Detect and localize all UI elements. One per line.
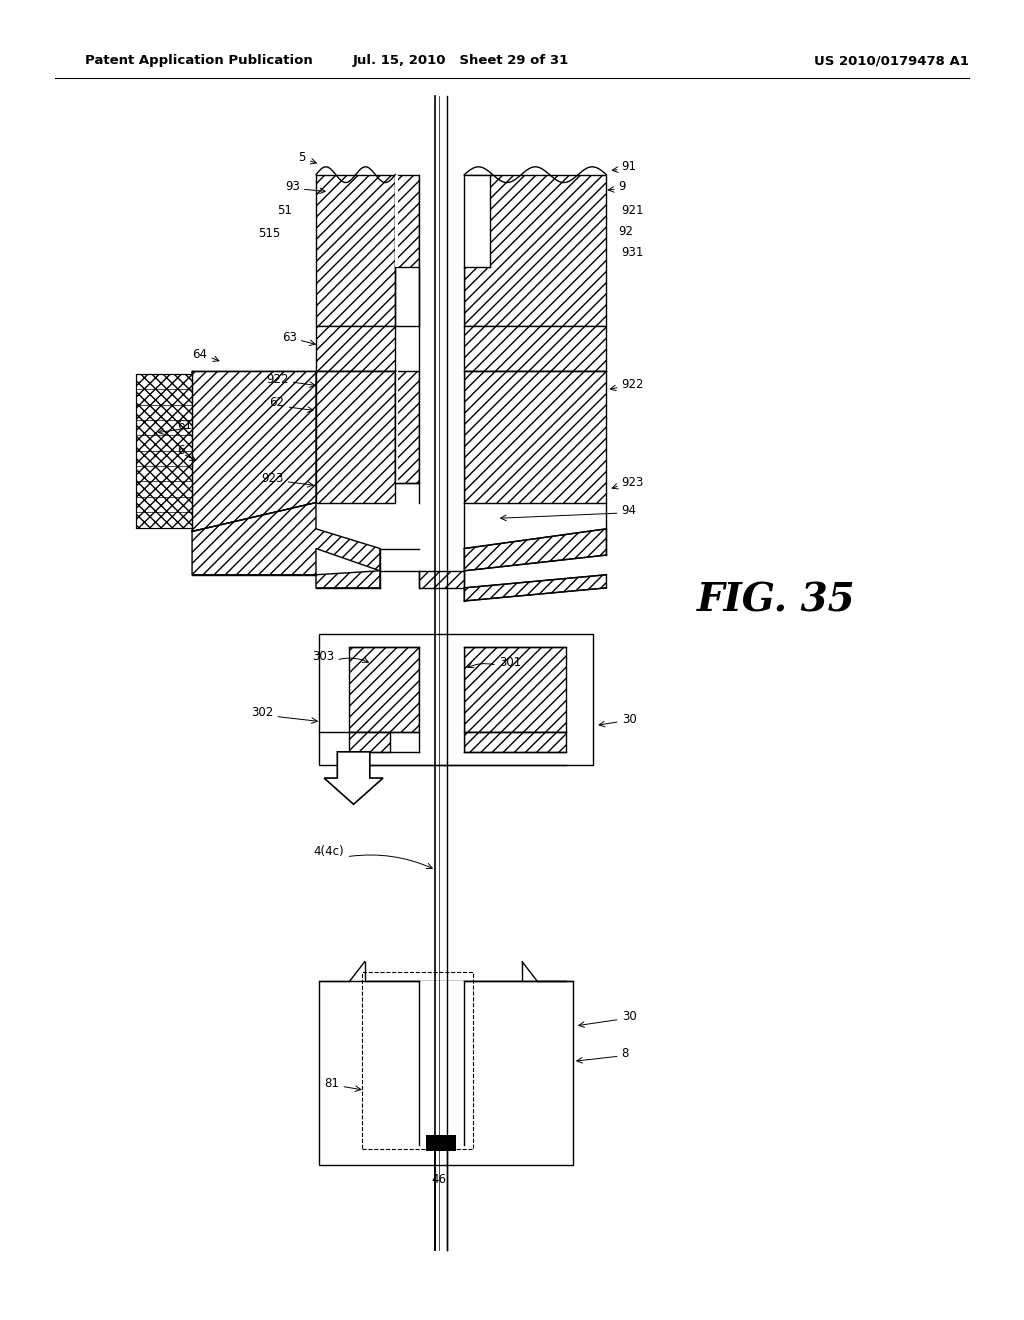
Bar bbox=[419, 570, 464, 587]
Text: 93: 93 bbox=[285, 180, 300, 193]
Text: 923: 923 bbox=[622, 477, 644, 490]
Bar bbox=[316, 326, 395, 371]
Text: 6: 6 bbox=[177, 444, 185, 457]
Bar bbox=[319, 634, 593, 764]
Text: 30: 30 bbox=[622, 1010, 637, 1023]
Text: 5: 5 bbox=[298, 150, 306, 164]
Text: 515: 515 bbox=[258, 227, 281, 240]
Bar bbox=[365, 981, 419, 1146]
Text: US 2010/0179478 A1: US 2010/0179478 A1 bbox=[814, 54, 969, 67]
Polygon shape bbox=[325, 752, 383, 804]
Bar bbox=[419, 647, 464, 752]
Bar bbox=[319, 981, 573, 1166]
Text: 922: 922 bbox=[622, 378, 644, 391]
Text: 51: 51 bbox=[276, 203, 292, 216]
Bar bbox=[426, 1135, 456, 1151]
Text: 4(4c): 4(4c) bbox=[313, 845, 344, 858]
Text: 9: 9 bbox=[618, 180, 626, 193]
Text: 8: 8 bbox=[622, 1047, 629, 1060]
Bar bbox=[464, 174, 606, 326]
Text: 63: 63 bbox=[282, 331, 297, 343]
Bar bbox=[464, 733, 566, 752]
Text: 81: 81 bbox=[325, 1077, 339, 1090]
Bar bbox=[316, 174, 395, 326]
Text: 91: 91 bbox=[622, 160, 637, 173]
Text: 30: 30 bbox=[622, 713, 637, 726]
Text: 303: 303 bbox=[312, 649, 334, 663]
Bar bbox=[464, 174, 489, 267]
Text: 92: 92 bbox=[618, 224, 634, 238]
Bar bbox=[395, 174, 419, 267]
Bar bbox=[419, 174, 464, 326]
Bar bbox=[419, 981, 464, 1146]
Polygon shape bbox=[193, 371, 316, 532]
Bar bbox=[419, 371, 464, 503]
Polygon shape bbox=[464, 574, 606, 601]
Bar bbox=[464, 326, 606, 371]
Text: FIG. 35: FIG. 35 bbox=[696, 582, 855, 620]
Text: Jul. 15, 2010   Sheet 29 of 31: Jul. 15, 2010 Sheet 29 of 31 bbox=[353, 54, 569, 67]
Polygon shape bbox=[316, 570, 380, 587]
Bar bbox=[361, 972, 473, 1150]
Bar bbox=[349, 733, 390, 752]
Bar bbox=[395, 371, 419, 483]
Text: 922: 922 bbox=[266, 372, 289, 385]
Bar bbox=[316, 371, 395, 503]
Text: 61: 61 bbox=[177, 418, 193, 432]
Text: 923: 923 bbox=[261, 473, 284, 486]
Bar bbox=[395, 371, 398, 483]
Text: 301: 301 bbox=[499, 656, 521, 669]
Bar bbox=[395, 174, 398, 267]
Text: 302: 302 bbox=[251, 706, 273, 719]
Polygon shape bbox=[464, 529, 606, 570]
Bar bbox=[464, 371, 606, 503]
Text: 94: 94 bbox=[622, 504, 637, 517]
Text: 931: 931 bbox=[622, 246, 644, 259]
Bar bbox=[349, 647, 419, 733]
Text: 62: 62 bbox=[269, 396, 285, 409]
Bar bbox=[136, 374, 193, 528]
Text: 921: 921 bbox=[622, 203, 644, 216]
Polygon shape bbox=[193, 503, 380, 574]
Text: 46: 46 bbox=[431, 1173, 446, 1185]
Text: 64: 64 bbox=[193, 348, 207, 360]
Bar bbox=[464, 981, 566, 1146]
Bar bbox=[464, 647, 566, 733]
Text: Patent Application Publication: Patent Application Publication bbox=[85, 54, 313, 67]
